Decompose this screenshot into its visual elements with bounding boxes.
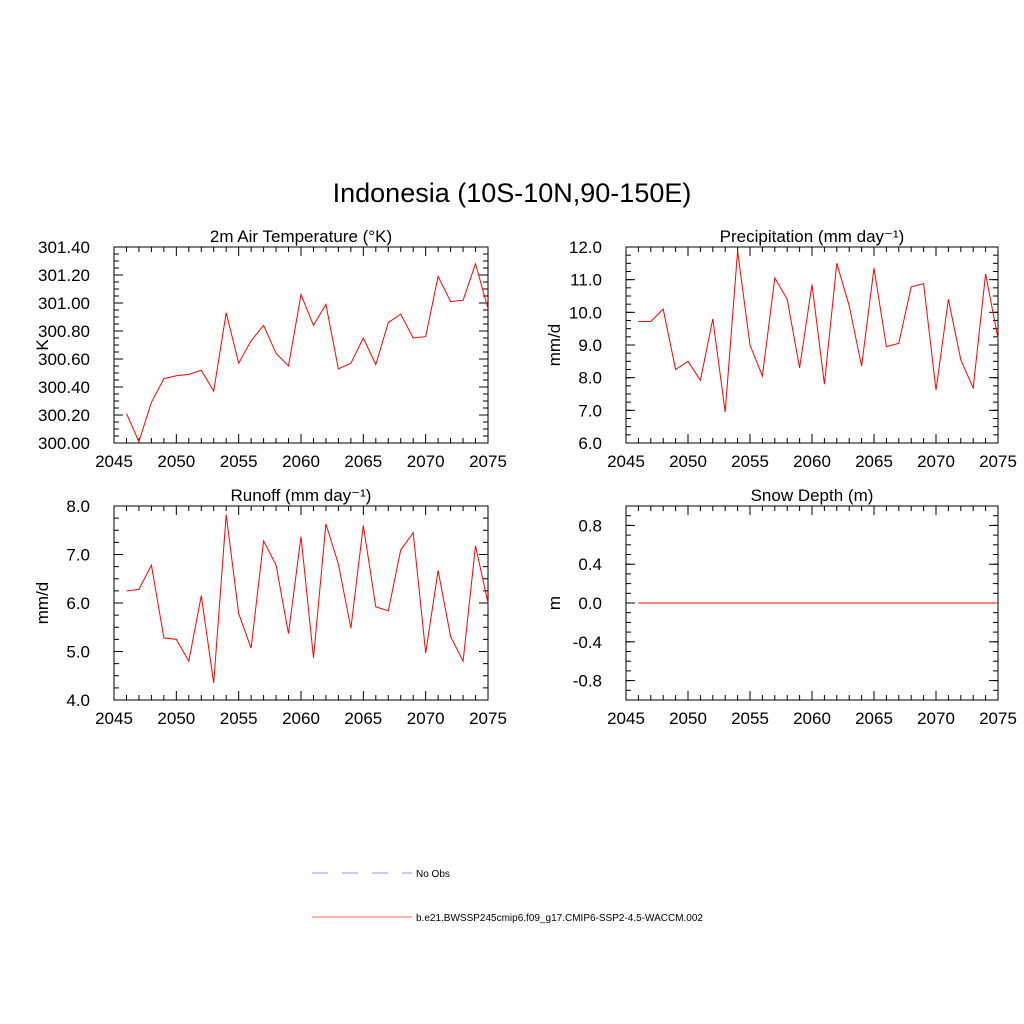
y-tick-label: -0.4 [573,633,602,652]
y-tick-label: 6.0 [66,594,90,613]
y-axis-label: mm/d [33,582,52,625]
page-title: Indonesia (10S-10N,90-150E) [333,178,692,208]
x-tick-label: 2075 [979,452,1017,471]
y-tick-label: 7.0 [66,546,90,565]
x-tick-label: 2045 [95,452,133,471]
y-tick-label: 301.20 [38,266,90,285]
x-tick-label: 2055 [731,452,769,471]
x-tick-label: 2070 [407,452,445,471]
chart-title: Runoff (mm day⁻¹) [231,486,372,505]
y-tick-label: 4.0 [66,691,90,710]
series-line [126,262,489,444]
plot-frame [113,505,489,701]
chart-title: Snow Depth (m) [751,486,874,505]
x-tick-label: 2060 [282,709,320,728]
y-tick-label: 9.0 [578,336,602,355]
y-tick-label: 8.0 [578,369,602,388]
legend-label-model: b.e21.BWSSP245cmip6.f09_g17.CMIP6-SSP2-4… [416,913,703,924]
x-tick-label: 2060 [282,452,320,471]
x-tick-label: 2050 [157,452,195,471]
chart-title: Precipitation (mm day⁻¹) [720,227,905,246]
x-tick-label: 2055 [731,709,769,728]
series-line [638,250,999,413]
x-tick-label: 2050 [157,709,195,728]
y-tick-label: 7.0 [578,401,602,420]
x-tick-label: 2065 [855,452,893,471]
y-tick-label: 301.00 [38,294,90,313]
y-axis-label: m [545,596,564,610]
x-tick-label: 2075 [469,452,507,471]
x-tick-label: 2045 [607,452,645,471]
x-tick-label: 2065 [344,709,382,728]
x-tick-label: 2065 [855,709,893,728]
y-tick-label: 12.0 [569,238,602,257]
x-tick-label: 2070 [917,709,955,728]
x-tick-label: 2060 [793,452,831,471]
x-tick-label: 2050 [669,452,707,471]
y-tick-label: 300.20 [38,406,90,425]
legend-label-no-obs: No Obs [416,869,450,880]
x-tick-label: 2050 [669,709,707,728]
y-tick-label: 300.60 [38,350,90,369]
x-tick-label: 2075 [469,709,507,728]
y-tick-label: 6.0 [578,434,602,453]
legend: No Obs b.e21.BWSSP245cmip6.f09_g17.CMIP6… [312,869,703,924]
y-tick-label: 301.40 [38,238,90,257]
chart-panel-precipitation: Precipitation (mm day⁻¹) mm/d 2045 2050 2055… [545,227,1017,471]
x-tick-label: 2070 [917,452,955,471]
x-tick-label: 2065 [344,452,382,471]
chart-panel-temperature: 2m Air Temperature (°K) K 2045 2050 2055 2060… [33,227,507,471]
series-line [126,514,489,684]
y-tick-label: 300.00 [38,434,90,453]
x-tick-label: 2060 [793,709,831,728]
y-axis-label: mm/d [545,324,564,367]
x-tick-label: 2045 [95,709,133,728]
y-tick-label: 0.0 [578,594,602,613]
y-tick-label: 0.4 [578,555,602,574]
chart-panel-snow-depth: Snow Depth (m) m 2045 2050 2055 2060 2065 2070 2… [545,486,1017,728]
x-tick-label: 2070 [407,709,445,728]
x-tick-label: 2055 [220,452,258,471]
x-tick-label: 2045 [607,709,645,728]
x-tick-label: 2055 [220,709,258,728]
y-tick-label: 5.0 [66,643,90,662]
y-tick-label: 300.80 [38,322,90,341]
y-axis-label: K [33,339,52,351]
plot-frame [113,246,489,444]
chart-panel-runoff: Runoff (mm day⁻¹) mm/d 2045 2050 2055 2060 206… [33,486,507,728]
y-tick-label: 300.40 [38,378,90,397]
y-tick-label: 8.0 [66,497,90,516]
panels-group: 2m Air Temperature (°K) K 2045 2050 2055 2060… [33,227,1017,728]
chart-title: 2m Air Temperature (°K) [210,227,392,246]
y-tick-label: 11.0 [570,271,602,290]
y-tick-label: -0.8 [573,672,602,691]
y-tick-label: 0.8 [578,516,602,535]
y-tick-label: 10.0 [569,303,602,322]
x-tick-label: 2075 [979,709,1017,728]
